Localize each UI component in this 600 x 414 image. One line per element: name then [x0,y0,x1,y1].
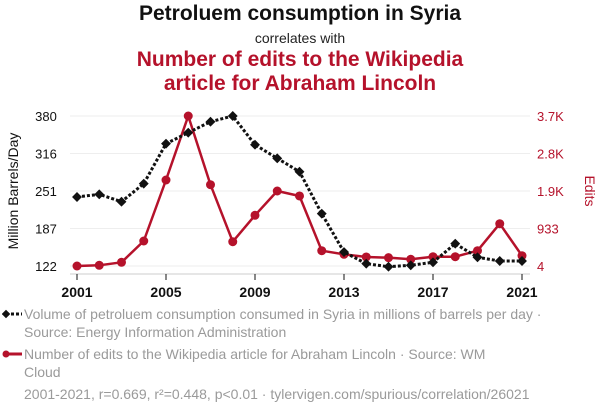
y-axis-label-left: Million Barrels/Day [5,133,21,250]
y-tick-label-right: 1.9K [537,184,564,199]
footer-stats: 2001-2021, r=0.669, r²=0.448, p<0.01 · t… [24,386,530,402]
data-point-petroleum [517,256,527,266]
legend-label-edits: Number of edits to the Wikipedia article… [24,346,486,380]
data-point-edits [361,252,371,262]
chart-subtitle: correlates with [254,30,346,46]
gridlines [70,115,530,267]
data-point-petroleum [227,111,238,121]
data-point-petroleum [405,260,416,271]
chart-title: Petroluem consumption in Syria [138,2,462,25]
chart-area: 122 4 187 933 251 1.9K 316 2.8K 380 3.7K 2001 2005 2… [5,109,598,300]
y-tick-label-left: 122 [35,259,57,274]
x-tick-label: 2001 [61,284,92,300]
data-point-edits [384,253,393,263]
data-point-petroleum [94,189,105,200]
data-point-edits [473,246,482,256]
y-axis-label-right: Edits [582,175,598,206]
y-tick-label-right: 933 [537,222,559,237]
title2-text: Number of edits to the Wikipedia article… [136,48,464,95]
data-point-edits [161,175,171,185]
y-tick-label-left: 380 [35,109,57,124]
x-tick-label: 2017 [417,284,448,300]
data-point-edits [272,186,282,196]
data-point-petroleum [339,247,349,257]
data-point-petroleum [272,153,283,164]
data-point-edits [250,210,260,220]
y-tick-label-right: 4 [537,259,544,274]
data-point-petroleum [361,258,372,269]
data-point-petroleum [294,166,305,177]
legend-item-edits: Number of edits to the Wikipedia article… [2,345,524,381]
data-point-edits [517,251,527,261]
data-point-edits [450,252,460,262]
data-point-petroleum [116,196,127,207]
x-tick-label: 2005 [150,284,181,300]
x-tick-label: 2021 [506,284,537,300]
data-point-edits [94,260,104,270]
data-point-edits [117,257,126,267]
data-point-petroleum [316,208,327,219]
series-layer [72,111,527,272]
data-point-edits [406,254,416,264]
axes: 122 4 187 933 251 1.9K 316 2.8K 380 3.7K 2001 2005 2… [35,109,564,300]
data-point-petroleum [72,192,82,202]
data-point-petroleum [494,256,505,266]
data-point-edits [495,219,505,229]
data-point-petroleum [161,138,171,149]
y-tick-label-right: 3.7K [537,109,564,124]
data-point-petroleum [472,252,483,263]
data-point-edits [183,111,193,121]
data-point-petroleum [183,127,194,138]
y-tick-label-left: 187 [35,222,57,237]
data-point-petroleum [250,139,260,150]
data-point-petroleum [450,238,461,249]
data-point-edits [295,191,304,201]
x-tick-label: 2013 [328,284,359,300]
data-point-edits [139,236,149,246]
chart-title-secondary: Number of edits to the Wikipedia article… [0,48,600,96]
x-tick-label: 2009 [239,284,270,300]
y-tick-label-left: 316 [35,147,57,162]
y-tick-label-right: 2.8K [537,147,564,162]
y-tick-label-left: 251 [35,184,57,199]
data-point-edits [317,246,327,256]
data-point-edits [428,252,438,262]
legend-item-petroleum: Volume of petroluem consumption consumed… [2,305,564,341]
data-point-petroleum [138,178,149,189]
legend-diamond-line-icon [2,309,22,319]
data-point-edits [72,261,82,271]
data-point-petroleum [383,261,394,272]
data-point-petroleum [428,257,438,268]
data-point-petroleum [205,116,216,127]
legend-circle-line-icon [2,350,22,358]
data-point-edits [228,237,238,247]
data-point-edits [206,180,215,190]
legend-label-petroleum: Volume of petroluem consumption consumed… [24,306,542,340]
